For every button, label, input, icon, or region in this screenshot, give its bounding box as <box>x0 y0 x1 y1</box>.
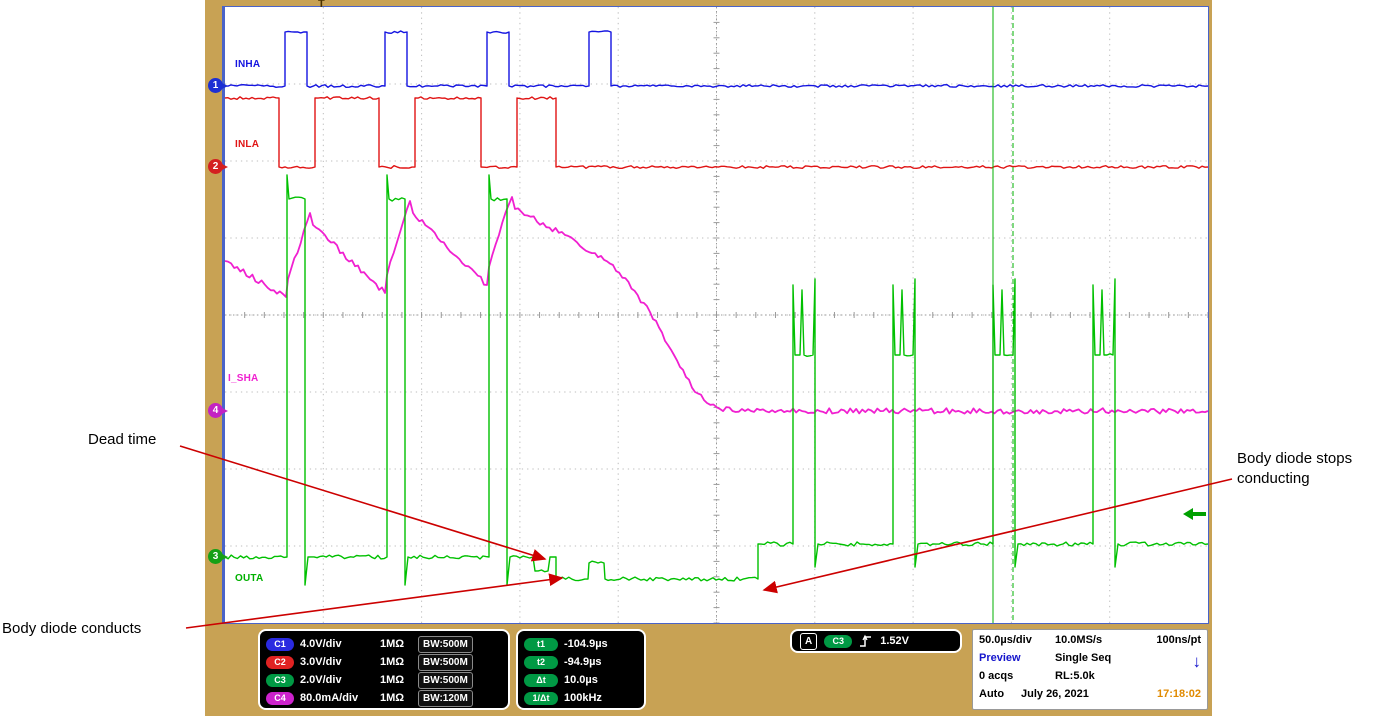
channel3-badge: C3 <box>266 674 294 687</box>
page: Dead time Body diode conducts Body diode… <box>0 0 1393 716</box>
trace-label-inla: INLA <box>235 139 259 150</box>
acq-count: 0 acqs <box>979 670 1013 682</box>
channel4-marker: 4 <box>208 403 223 418</box>
scope-graticule: INHA INLA I_SHA OUTA <box>222 6 1209 624</box>
cursor-t1-row: t1 -104.9µs <box>524 635 638 653</box>
cursor-t2-row: t2 -94.9µs <box>524 653 638 671</box>
rising-edge-icon <box>859 634 873 648</box>
cursor-freq-value: 100kHz <box>564 692 602 704</box>
cursor-t2-value: -94.9µs <box>564 656 602 668</box>
trigger-a-badge: A <box>800 633 817 650</box>
channel1-marker: 1 <box>208 78 223 93</box>
dead-time-annotation: Dead time <box>88 430 156 450</box>
sample-rate: 10.0MS/s <box>1055 634 1102 646</box>
trigger-position-icon: T <box>318 0 325 10</box>
trigger-mode: Auto <box>979 688 1004 700</box>
preview-status: Preview <box>979 652 1021 664</box>
channel1-readout-row: C1 4.0V/div 1MΩ BW:500M <box>266 635 502 653</box>
channel3-scale: 2.0V/div <box>300 674 374 686</box>
channel2-bandwidth-badge: BW:500M <box>418 654 473 671</box>
channel2-impedance: 1MΩ <box>380 656 412 668</box>
acq-mode-row: Preview Single Seq <box>979 652 1201 670</box>
channel4-impedance: 1MΩ <box>380 692 412 704</box>
single-seq-status: Single Seq <box>1055 652 1111 664</box>
single-seq-arrow-icon: ↓ <box>1193 652 1202 672</box>
record-length: RL:5.0k <box>1055 670 1095 682</box>
date-label: July 26, 2021 <box>1021 688 1089 700</box>
cursor-t1-value: -104.9µs <box>564 638 608 650</box>
cursor-delta-value: 10.0µs <box>564 674 598 686</box>
channel1-scale: 4.0V/div <box>300 638 374 650</box>
channel4-readout-row: C4 80.0mA/div 1MΩ BW:120M <box>266 689 502 707</box>
trace-label-isha: I_SHA <box>228 373 258 384</box>
channel2-readout-row: C2 3.0V/div 1MΩ BW:500M <box>266 653 502 671</box>
channel4-badge: C4 <box>266 692 294 705</box>
channel3-readout-row: C3 2.0V/div 1MΩ BW:500M <box>266 671 502 689</box>
channel2-badge: C2 <box>266 656 294 669</box>
trace-label-inha: INHA <box>235 59 260 70</box>
channel4-scale: 80.0mA/div <box>300 692 374 704</box>
timebase-row: 50.0µs/div 10.0MS/s 100ns/pt <box>979 634 1201 652</box>
body-diode-stops-annotation: Body diode stops conducting <box>1237 449 1389 490</box>
body-diode-conducts-annotation: Body diode conducts <box>2 619 141 639</box>
cursor-delta-row: Δt 10.0µs <box>524 671 638 689</box>
cursor-freq-row: 1/Δt 100kHz <box>524 689 638 707</box>
time-per-div: 50.0µs/div <box>979 634 1032 646</box>
trigger-level: 1.52V <box>880 635 909 647</box>
channel4-bandwidth-badge: BW:120M <box>418 690 473 707</box>
cursor-t2-badge: t2 <box>524 656 558 669</box>
resolution: 100ns/pt <box>1156 634 1201 646</box>
channel1-bandwidth-badge: BW:500M <box>418 636 473 653</box>
acq-count-row: 0 acqs RL:5.0k <box>979 670 1201 688</box>
trace-label-outa: OUTA <box>235 573 263 584</box>
channel3-impedance: 1MΩ <box>380 674 412 686</box>
trigger-readout: A C3 1.52V <box>790 629 962 653</box>
cursor-readout: t1 -104.9µs t2 -94.9µs Δt 10.0µs 1/Δt 10… <box>516 629 646 710</box>
date-time-row: Auto July 26, 2021 17:18:02 <box>979 688 1201 706</box>
channel3-marker: 3 <box>208 549 223 564</box>
time-label: 17:18:02 <box>1157 688 1201 700</box>
acquisition-info-panel: 50.0µs/div 10.0MS/s 100ns/pt Preview Sin… <box>972 629 1208 710</box>
channel2-scale: 3.0V/div <box>300 656 374 668</box>
channel-settings-readout: C1 4.0V/div 1MΩ BW:500M C2 3.0V/div 1MΩ … <box>258 629 510 710</box>
trigger-source-badge: C3 <box>824 635 852 648</box>
channel1-impedance: 1MΩ <box>380 638 412 650</box>
oscilloscope-screenshot: T 1 2 4 3 INHA INLA I_SHA OUTA C1 4.0V/d… <box>205 0 1212 716</box>
cursor-t1-badge: t1 <box>524 638 558 651</box>
waveform-display <box>225 7 1208 623</box>
channel1-badge: C1 <box>266 638 294 651</box>
channel3-bandwidth-badge: BW:500M <box>418 672 473 689</box>
cursor-delta-badge: Δt <box>524 674 558 687</box>
channel2-marker: 2 <box>208 159 223 174</box>
cursor-freq-badge: 1/Δt <box>524 692 558 705</box>
